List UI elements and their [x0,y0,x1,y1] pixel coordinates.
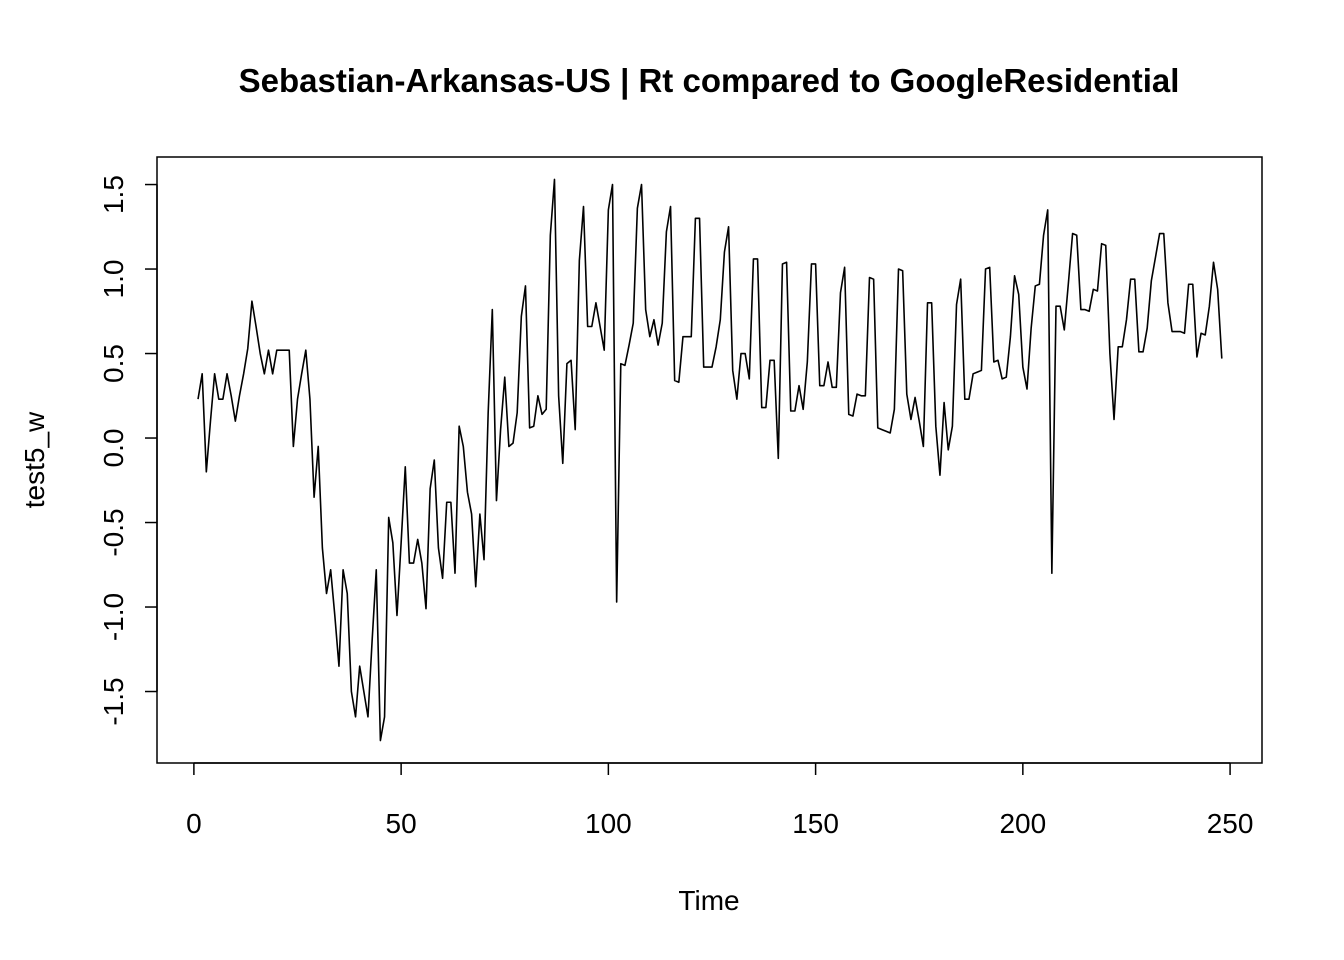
series-line [197,178,1223,742]
y-tick-label: 1.5 [98,175,129,214]
plot-frame [156,156,1263,764]
chart-title: Sebastian-Arkansas-US | Rt compared to G… [239,62,1180,99]
y-tick-label: 0.0 [98,429,129,468]
x-tick-label: 250 [1207,808,1254,839]
x-tick-label: 100 [585,808,632,839]
x-tick-label: 50 [386,808,417,839]
y-tick-label: -1.0 [98,593,129,641]
y-tick-label: 0.5 [98,344,129,383]
y-tick-label: 1.0 [98,260,129,299]
y-axis-label: test5_w [19,411,50,508]
y-tick-label: -0.5 [98,508,129,556]
x-tick-label: 0 [186,808,202,839]
x-tick-label: 150 [792,808,839,839]
x-tick-label: 200 [999,808,1046,839]
y-tick-label: -1.5 [98,677,129,725]
x-axis-label: Time [678,885,739,916]
